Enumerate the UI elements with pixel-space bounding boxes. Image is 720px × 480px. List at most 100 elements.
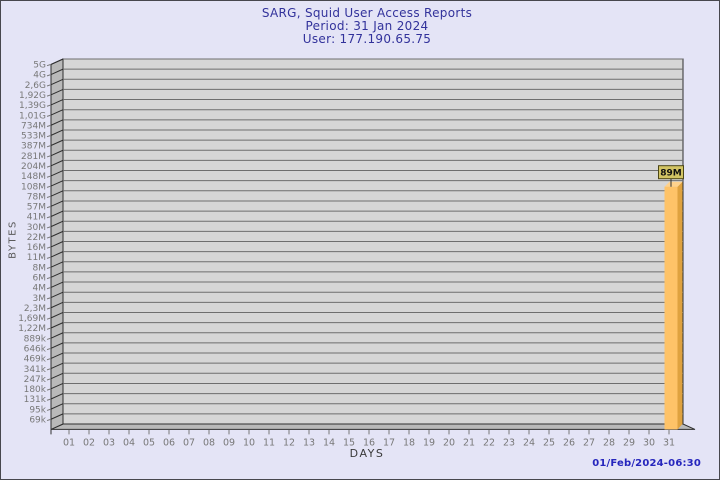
y-gridline-ribbon-segment [50,382,64,390]
y-tick-mark [46,398,52,401]
y-tick-mark [46,185,52,188]
x-tick-label: 27 [583,437,595,448]
y-tick-mark [46,408,52,411]
value-label: 89M [660,169,682,179]
x-tick-label: 23 [503,437,515,448]
y-gridline-ribbon-segment [50,291,64,299]
y-gridline-ribbon-segment [50,88,64,96]
y-tick-mark [46,94,52,97]
y-gridline-ribbon-segment [50,403,64,410]
y-tick-label: 387M [21,142,46,152]
y-gridline-ribbon-segment [50,210,64,217]
y-gridline-ribbon-segment [50,362,64,370]
y-tick-mark [46,307,52,310]
x-axis-ribbon [50,423,696,430]
bar-day-31 [664,186,678,430]
y-tick-label: 2,6G [25,81,46,91]
y-tick-mark [46,337,52,340]
y-tick-label: 11M [27,253,46,263]
y-gridline-ribbon-segment [50,58,64,65]
y-tick-mark [46,195,52,198]
x-tick-label: 25 [543,437,555,448]
x-tick-label: 14 [323,437,335,448]
x-tick-label: 19 [423,437,435,448]
x-tick-label: 10 [243,437,255,448]
x-tick-label: 15 [343,437,355,448]
x-tick-label: 11 [263,437,275,448]
y-gridline-ribbon-segment [50,149,64,157]
y-tick-label: 341k [24,365,47,375]
y-tick-mark [46,317,52,320]
y-tick-mark [46,357,52,361]
y-tick-label: 889k [24,334,47,344]
y-gridline-ribbon-segment [50,190,64,197]
y-tick-mark [46,104,52,107]
y-gridline-ribbon-segment [50,393,64,400]
x-tick-label: 06 [163,437,175,448]
bar-top-face [664,181,683,187]
x-tick-label: 04 [123,437,135,448]
y-tick-label: 4M [33,284,47,294]
y-tick-label: 131k [24,395,47,405]
y-tick-label: 6M [33,274,47,284]
x-tick-label: 30 [643,437,655,448]
x-tick-label: 16 [363,437,375,448]
x-tick-label: 08 [203,437,215,448]
x-axis-title: DAYS [349,447,385,460]
x-tick-label: 22 [483,437,495,448]
y-tick-mark [46,114,52,117]
y-tick-label: 281M [21,152,46,162]
y-tick-label: 95k [29,405,46,415]
y-gridline-ribbon-segment [50,271,64,278]
y-gridline-ribbon-segment [50,230,64,238]
y-tick-mark [46,175,52,178]
x-tick-label: 21 [463,437,475,448]
y-tick-label: 1,22M [18,324,46,334]
y-gridline-ribbon-segment [50,372,64,380]
y-tick-mark [46,145,52,148]
y-gridline-ribbon-segment [50,312,64,319]
y-gridline-ribbon-segment [50,200,64,207]
y-tick-label: 57M [27,203,46,213]
y-gridline-ribbon-segment [50,159,64,167]
y-tick-label: 533M [21,132,46,142]
y-tick-mark [46,216,52,219]
value-label-box [658,165,684,180]
y-gridline-ribbon-segment [50,251,64,258]
x-tick-label: 29 [623,437,635,448]
x-tick-label: 26 [563,437,575,448]
y-tick-mark [46,63,52,67]
y-tick-mark [46,286,52,290]
y-tick-mark [46,378,52,381]
y-tick-mark [46,276,52,280]
y-gridline-ribbon-segment [50,78,64,86]
y-tick-mark [46,74,52,77]
y-gridline-ribbon-segment [50,99,64,106]
y-gridline-ribbon-segment [50,352,64,359]
y-tick-label: 180k [24,385,47,395]
y-gridline-ribbon-segment [50,220,64,228]
y-tick-mark [46,347,52,351]
y-tick-mark [46,134,52,138]
y-tick-label: 1,39G [19,101,46,111]
y-tick-label: 1,69M [18,314,46,324]
y-tick-label: 41M [27,213,46,223]
y-tick-label: 247k [24,375,47,385]
y-tick-label: 469k [24,355,47,365]
chart-title: SARG, Squid User Access Reports [261,6,473,20]
y-gridline-ribbon-segment [50,180,64,187]
y-gridline-ribbon-segment [50,241,64,248]
report-timestamp: 01/Feb/2024-06:30 [592,458,701,469]
bar-side-face [677,181,683,430]
y-tick-mark [46,124,52,128]
y-tick-label: 30M [27,223,46,233]
y-tick-mark [46,165,52,168]
y-tick-label: 1,92G [19,91,46,101]
y-tick-mark [46,236,52,239]
chart-period-line: Period: 31 Jan 2024 [305,19,429,33]
x-tick-label: 09 [223,437,235,448]
y-tick-label: 646k [24,344,47,354]
y-tick-label: 204M [21,162,46,172]
